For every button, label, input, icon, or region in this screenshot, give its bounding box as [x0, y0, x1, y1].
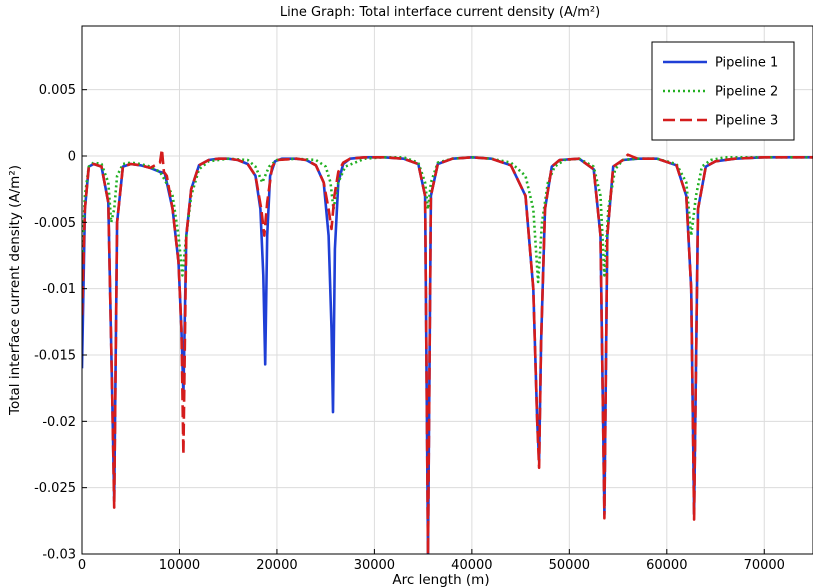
x-tick-label: 30000 — [354, 558, 395, 573]
x-tick-label: 60000 — [646, 558, 687, 573]
legend-label-pipeline-1: Pipeline 1 — [715, 56, 778, 71]
x-tick-label: 0 — [78, 558, 86, 573]
y-tick-label: 0 — [68, 150, 76, 165]
y-tick-label: -0.02 — [42, 415, 76, 430]
x-tick-label: 40000 — [451, 558, 492, 573]
y-axis-ticks: 0.005 0 -0.005 -0.01 -0.015 -0.02 -0.025 -0.03 — [34, 83, 87, 563]
legend-label-pipeline-2: Pipeline 2 — [715, 85, 778, 100]
chart-title: Line Graph: Total interface current dens… — [280, 5, 600, 20]
x-axis-title: Arc length (m) — [392, 572, 489, 588]
legend-box — [651, 41, 795, 141]
x-tick-label: 50000 — [549, 558, 590, 573]
y-tick-label: -0.01 — [42, 282, 76, 297]
plot-frame — [81, 25, 813, 555]
y-axis-title: Total interface current density (A/m²) — [7, 165, 23, 416]
x-tick-label: 10000 — [159, 558, 200, 573]
plot-area — [82, 148, 813, 554]
legend-label-pipeline-3: Pipeline 3 — [715, 114, 778, 129]
y-tick-label: -0.025 — [34, 481, 76, 496]
x-tick-label: 20000 — [256, 558, 297, 573]
x-axis-ticks: 0 10000 20000 30000 40000 50000 60000 70000 — [78, 549, 785, 573]
y-tick-label: 0.005 — [39, 83, 76, 98]
y-tick-label: -0.015 — [34, 349, 76, 364]
series-group — [82, 148, 813, 554]
x-tick-label: 70000 — [744, 558, 785, 573]
y-tick-label: -0.005 — [34, 216, 76, 231]
y-tick-label: -0.03 — [42, 548, 76, 563]
series-line-pipeline-3 — [82, 148, 813, 554]
legend: Pipeline 1 Pipeline 2 Pipeline 3 — [651, 41, 795, 141]
